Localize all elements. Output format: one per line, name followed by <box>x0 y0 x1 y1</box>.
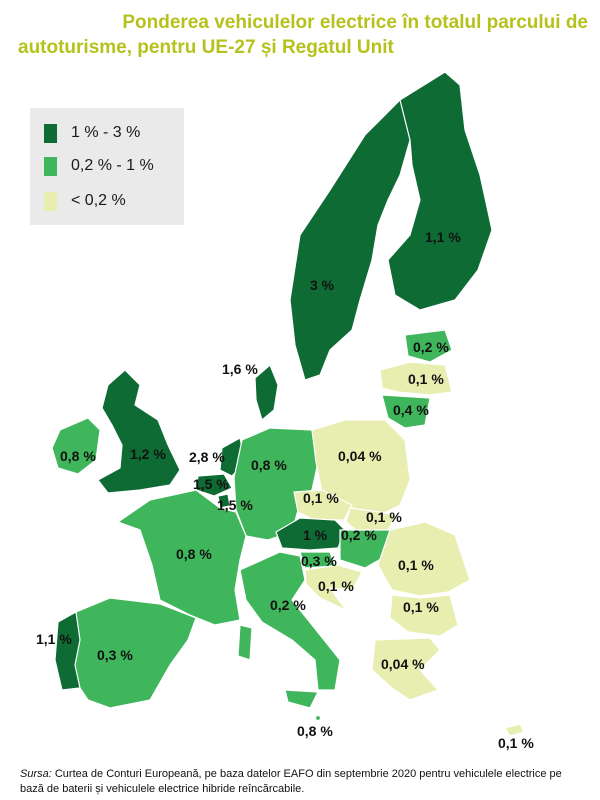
label-slovenia: 0,3 % <box>301 553 337 569</box>
legend-label: 0,2 % - 1 % <box>71 157 154 174</box>
region-denmark <box>254 364 279 421</box>
label-hungary: 0,2 % <box>341 527 377 543</box>
region-greece <box>371 637 441 701</box>
label-austria: 1 % <box>303 527 328 543</box>
label-italy: 0,2 % <box>270 597 306 613</box>
region-italy <box>239 551 341 691</box>
title-line-1: Ponderea vehiculelor electrice în totalu… <box>122 12 588 33</box>
label-estonia: 0,2 % <box>413 339 449 355</box>
region-finland <box>387 71 493 311</box>
legend-label: < 0,2 % <box>71 192 126 209</box>
region-croatia <box>304 564 363 611</box>
region-czechia <box>293 489 353 521</box>
source-note: Sursa: Curtea de Conturi Europeană, pe b… <box>20 767 585 797</box>
map-legend: 1 % - 3 % 0,2 % - 1 % < 0,2 % <box>30 108 184 225</box>
region-estonia <box>404 329 453 363</box>
region-spain <box>73 597 197 709</box>
region-lithuania <box>381 394 431 429</box>
region-bulgaria <box>389 594 459 637</box>
label-cyprus: 0,1 % <box>498 735 534 751</box>
label-denmark: 1,6 % <box>222 361 258 377</box>
label-croatia: 0,1 % <box>318 578 354 594</box>
label-spain: 0,3 % <box>97 647 133 663</box>
label-malta: 0,8 % <box>297 723 333 739</box>
label-finland: 1,1 % <box>425 229 461 245</box>
region-uk <box>97 369 181 494</box>
label-czechia: 0,1 % <box>303 490 339 506</box>
region-romania <box>377 521 471 597</box>
label-netherlands: 2,8 % <box>189 449 225 465</box>
region-portugal <box>54 611 81 691</box>
legend-swatch-light <box>44 191 57 211</box>
label-lithuania: 0,4 % <box>393 402 429 418</box>
title-line-2: autoturisme, pentru UE-27 și Regatul Uni… <box>18 37 394 58</box>
legend-label: 1 % - 3 % <box>71 124 141 141</box>
region-belgium <box>195 473 233 497</box>
label-belgium: 1,5 % <box>193 476 229 492</box>
label-portugal: 1,1 % <box>36 631 72 647</box>
label-poland: 0,04 % <box>338 448 382 464</box>
source-label: Sursa: <box>20 768 52 780</box>
region-luxembourg <box>217 493 231 509</box>
region-sardinia <box>237 624 253 661</box>
region-france <box>117 489 247 626</box>
source-text: Curtea de Conturi Europeană, pe baza dat… <box>20 768 562 795</box>
legend-item-lt-02: < 0,2 % <box>44 190 126 212</box>
label-ireland: 0,8 % <box>60 448 96 464</box>
legend-item-1-3: 1 % - 3 % <box>44 122 140 144</box>
region-sweden <box>289 87 421 381</box>
label-luxembourg: 1,5 % <box>217 497 253 513</box>
label-latvia: 0,1 % <box>408 371 444 387</box>
legend-swatch-dark <box>44 123 57 143</box>
legend-item-02-1: 0,2 % - 1 % <box>44 155 154 177</box>
label-slovakia: 0,1 % <box>366 509 402 525</box>
region-cyprus <box>504 723 525 737</box>
label-romania: 0,1 % <box>398 557 434 573</box>
region-ireland <box>51 417 101 475</box>
region-latvia <box>379 361 453 396</box>
region-sicily <box>284 689 319 709</box>
legend-swatch-mid <box>44 156 57 176</box>
label-france: 0,8 % <box>176 546 212 562</box>
region-poland <box>311 419 411 516</box>
label-greece: 0,04 % <box>381 656 425 672</box>
europe-map <box>51 71 525 737</box>
label-bulgaria: 0,1 % <box>403 599 439 615</box>
region-malta <box>314 714 322 722</box>
label-uk: 1,2 % <box>130 446 166 462</box>
label-sweden: 3 % <box>310 277 335 293</box>
label-germany: 0,8 % <box>251 457 287 473</box>
map-title: Ponderea vehiculelor electrice în totalu… <box>18 10 588 60</box>
